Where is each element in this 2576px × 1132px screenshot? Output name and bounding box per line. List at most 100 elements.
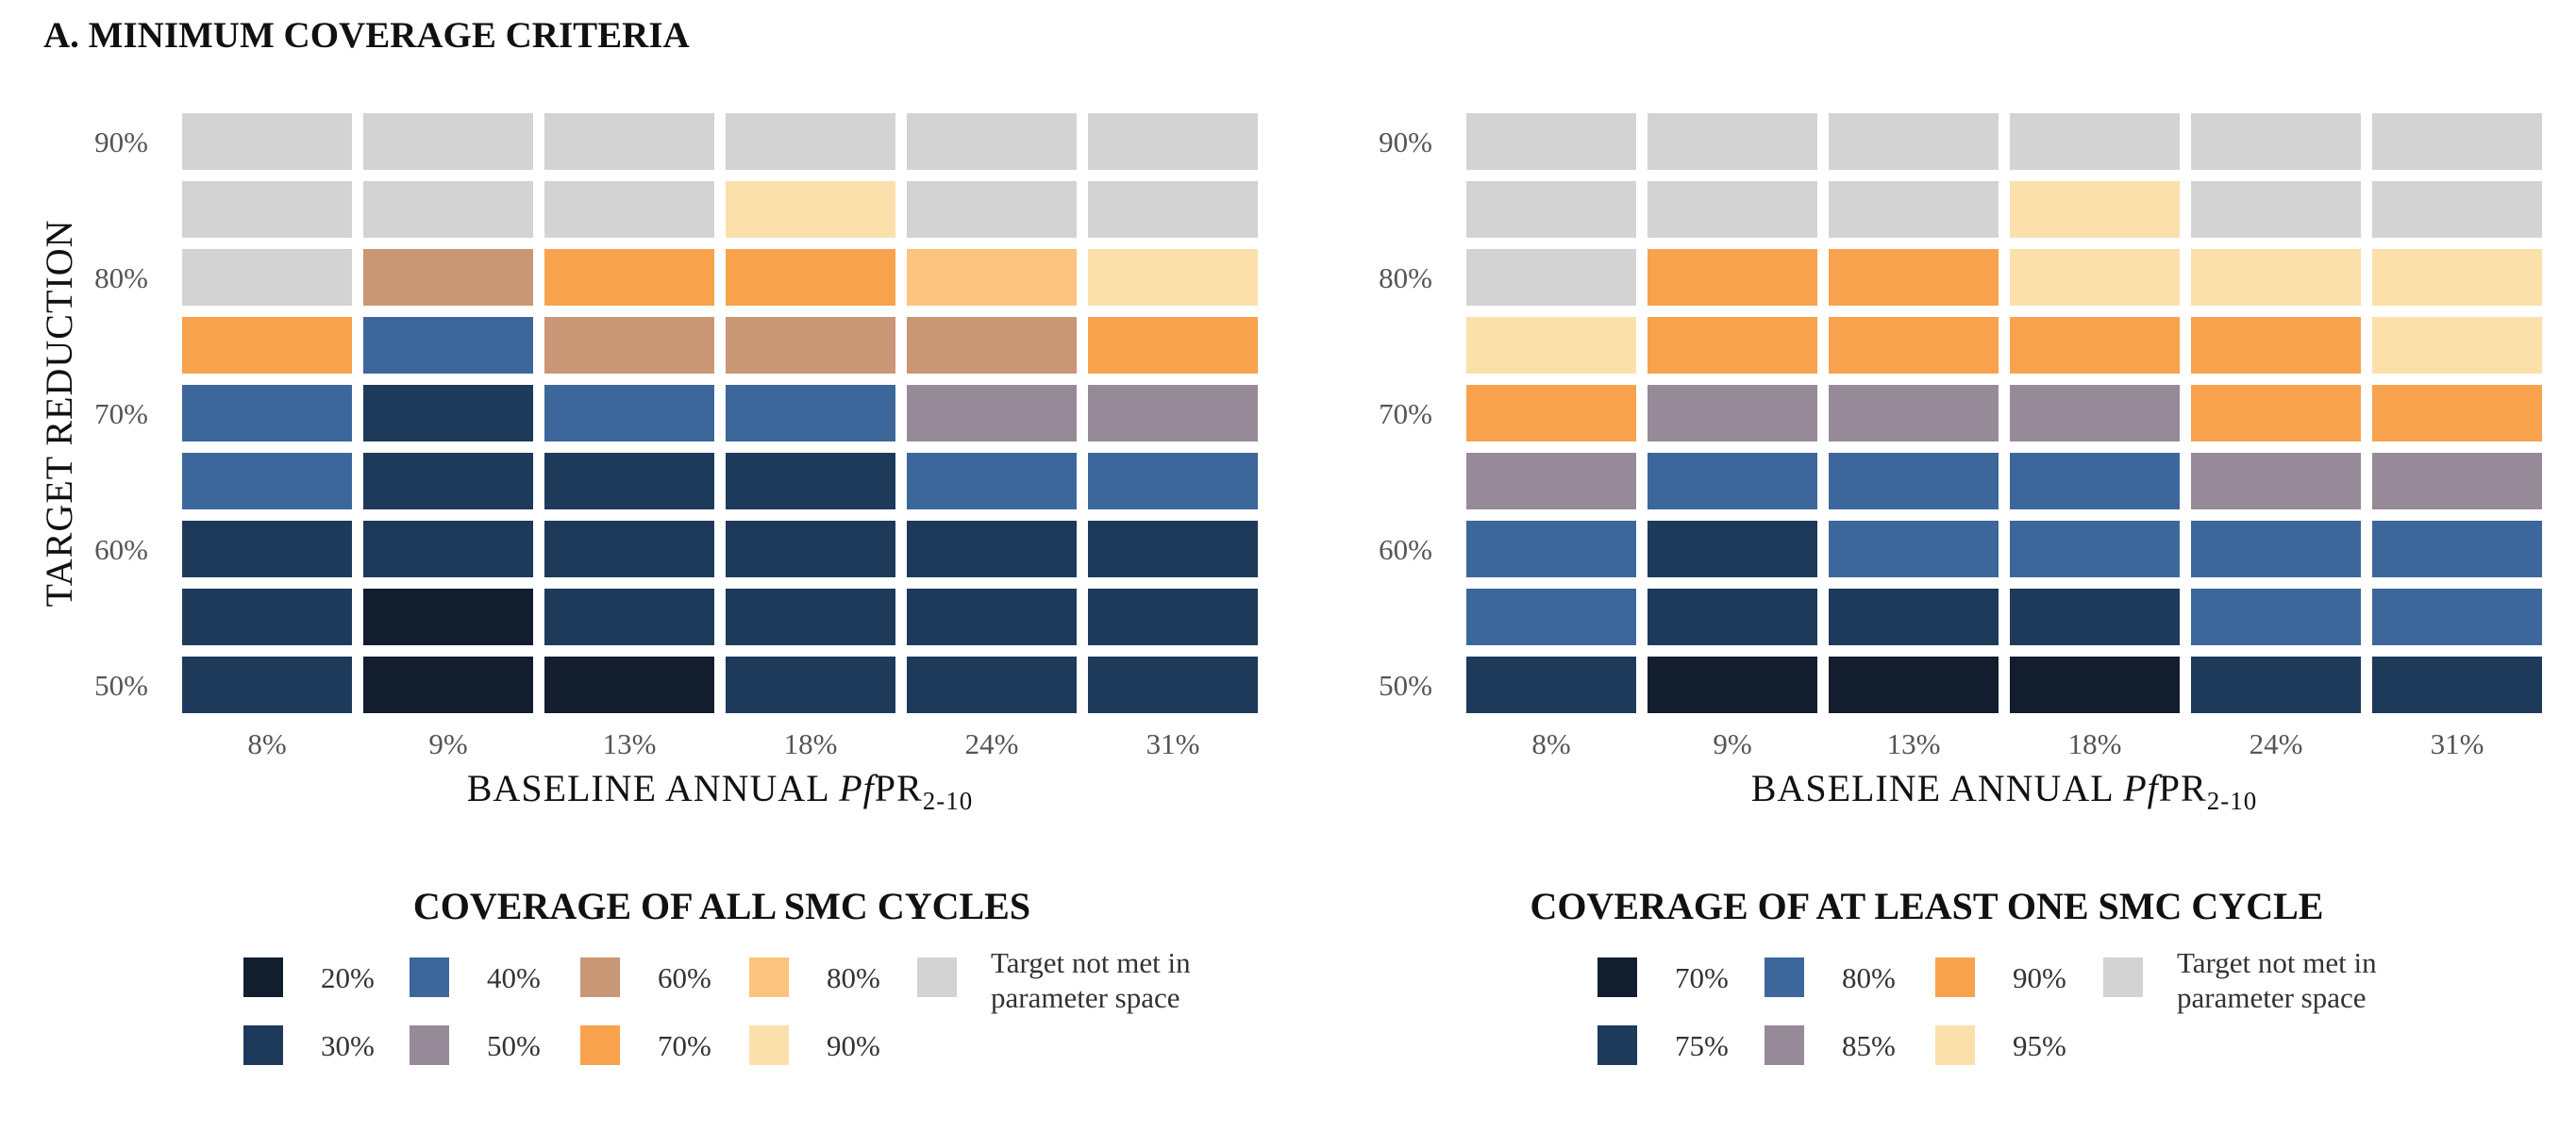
y-tick-label: 50% <box>94 669 148 702</box>
heatmap-cell <box>907 181 1077 238</box>
heatmap-cell <box>2372 521 2542 577</box>
legend-swatch <box>1765 957 1804 997</box>
heatmap-cell <box>2372 657 2542 713</box>
y-tick-label: 60% <box>94 533 148 566</box>
heatmap-cell <box>726 113 895 170</box>
legend-label: 80% <box>827 961 880 994</box>
heatmap-cell <box>1088 181 1258 238</box>
heatmap-cell <box>363 113 533 170</box>
x-tick-label: 13% <box>1887 727 1941 760</box>
heatmap-cell <box>544 181 714 238</box>
legend-swatch <box>1935 1025 1975 1065</box>
heatmap-cell <box>2010 657 2180 713</box>
legend-swatch <box>1597 957 1637 997</box>
heatmap-cell <box>1648 521 1817 577</box>
heatmap-cell <box>2191 589 2361 645</box>
heatmap-cell <box>1829 521 1999 577</box>
heatmap-cell <box>1829 249 1999 306</box>
x-tick-label: 13% <box>603 727 657 760</box>
heatmap-cell <box>726 317 895 374</box>
legend-swatch-na <box>2103 957 2143 997</box>
heatmap-cell <box>363 249 533 306</box>
heatmap-cell <box>1088 657 1258 713</box>
heatmap-cell <box>907 385 1077 441</box>
heatmap-cell <box>1829 453 1999 509</box>
heatmap-all-cycles: 50% 60% 70% 80% 90% 8% 9% 13% 18% 24% 31% BASELINE … <box>38 113 1258 1065</box>
heatmap-cell <box>1648 657 1817 713</box>
heatmap-cell <box>1088 249 1258 306</box>
heatmap-cell <box>2010 249 2180 306</box>
heatmap-cell <box>1466 521 1636 577</box>
legend-swatch <box>749 957 789 997</box>
heatmap-cell <box>544 589 714 645</box>
heatmap-cell <box>2010 589 2180 645</box>
heatmap-cell <box>1648 181 1817 238</box>
legend-na-label: parameter space <box>2177 981 2367 1014</box>
heatmap-cell <box>1466 317 1636 374</box>
legend-label: 70% <box>1675 961 1729 994</box>
heatmap-cell <box>1466 385 1636 441</box>
heatmap-cell <box>544 385 714 441</box>
legend-swatch <box>749 1025 789 1065</box>
heatmap-cell <box>1648 589 1817 645</box>
x-axis-title: BASELINE ANNUAL PfPR2-10 <box>467 767 973 815</box>
heatmap-cell <box>182 453 352 509</box>
heatmap-cell <box>363 385 533 441</box>
heatmap-cell <box>182 181 352 238</box>
legend-label: 50% <box>487 1029 541 1062</box>
legend-label: 90% <box>827 1029 880 1062</box>
heatmap-cell <box>2010 521 2180 577</box>
legend-title: COVERAGE OF AT LEAST ONE SMC CYCLE <box>1531 885 2324 927</box>
heatmap-cell <box>1088 317 1258 374</box>
x-axis-title: BASELINE ANNUAL PfPR2-10 <box>1751 767 2257 815</box>
heatmap-cell <box>2010 453 2180 509</box>
heatmap-cell <box>726 657 895 713</box>
heatmap-cell <box>544 249 714 306</box>
legend-label: 90% <box>2013 961 2066 994</box>
heatmap-cell <box>1466 113 1636 170</box>
heatmap-cell <box>1088 113 1258 170</box>
legend-label: 30% <box>321 1029 375 1062</box>
heatmap-cell <box>726 521 895 577</box>
heatmap-cell <box>2191 317 2361 374</box>
heatmap-cell <box>2191 113 2361 170</box>
legend-label: 40% <box>487 961 541 994</box>
heatmap-cell <box>1466 249 1636 306</box>
x-tick-label: 31% <box>1146 727 1200 760</box>
y-tick-label: 70% <box>94 397 148 430</box>
heatmap-cell <box>1829 657 1999 713</box>
heatmap-cell <box>726 385 895 441</box>
x-tick-label: 8% <box>1531 727 1570 760</box>
heatmap-cell <box>1648 249 1817 306</box>
legend-label: 80% <box>1842 961 1896 994</box>
x-tick-label: 31% <box>2431 727 2484 760</box>
heatmap-cell <box>182 113 352 170</box>
x-tick-label: 24% <box>2250 727 2303 760</box>
heatmap-cell <box>2191 521 2361 577</box>
heatmap-cell <box>1466 657 1636 713</box>
x-tick-label: 24% <box>965 727 1019 760</box>
heatmap-cell <box>1466 589 1636 645</box>
heatmap-cell <box>363 589 533 645</box>
heatmap-cell <box>182 589 352 645</box>
heatmap-cell <box>726 249 895 306</box>
legend-na-label: Target not met in <box>2177 946 2377 979</box>
y-tick-label: 70% <box>1379 397 1432 430</box>
legend-label: 70% <box>658 1029 711 1062</box>
heatmap-cell <box>1648 453 1817 509</box>
heatmap-cell <box>544 453 714 509</box>
heatmap-cell <box>1648 113 1817 170</box>
legend-swatch <box>243 1025 283 1065</box>
legend-label: 60% <box>658 961 711 994</box>
legend-swatch <box>410 1025 449 1065</box>
y-tick-label: 80% <box>94 261 148 294</box>
heatmap-cell <box>544 521 714 577</box>
heatmap-cell <box>1648 317 1817 374</box>
heatmap-cell <box>2010 181 2180 238</box>
legend-swatch <box>1597 1025 1637 1065</box>
heatmap-cell <box>2191 385 2361 441</box>
x-tick-label: 18% <box>2068 727 2122 760</box>
x-tick-label: 18% <box>784 727 838 760</box>
heatmap-cell <box>907 317 1077 374</box>
